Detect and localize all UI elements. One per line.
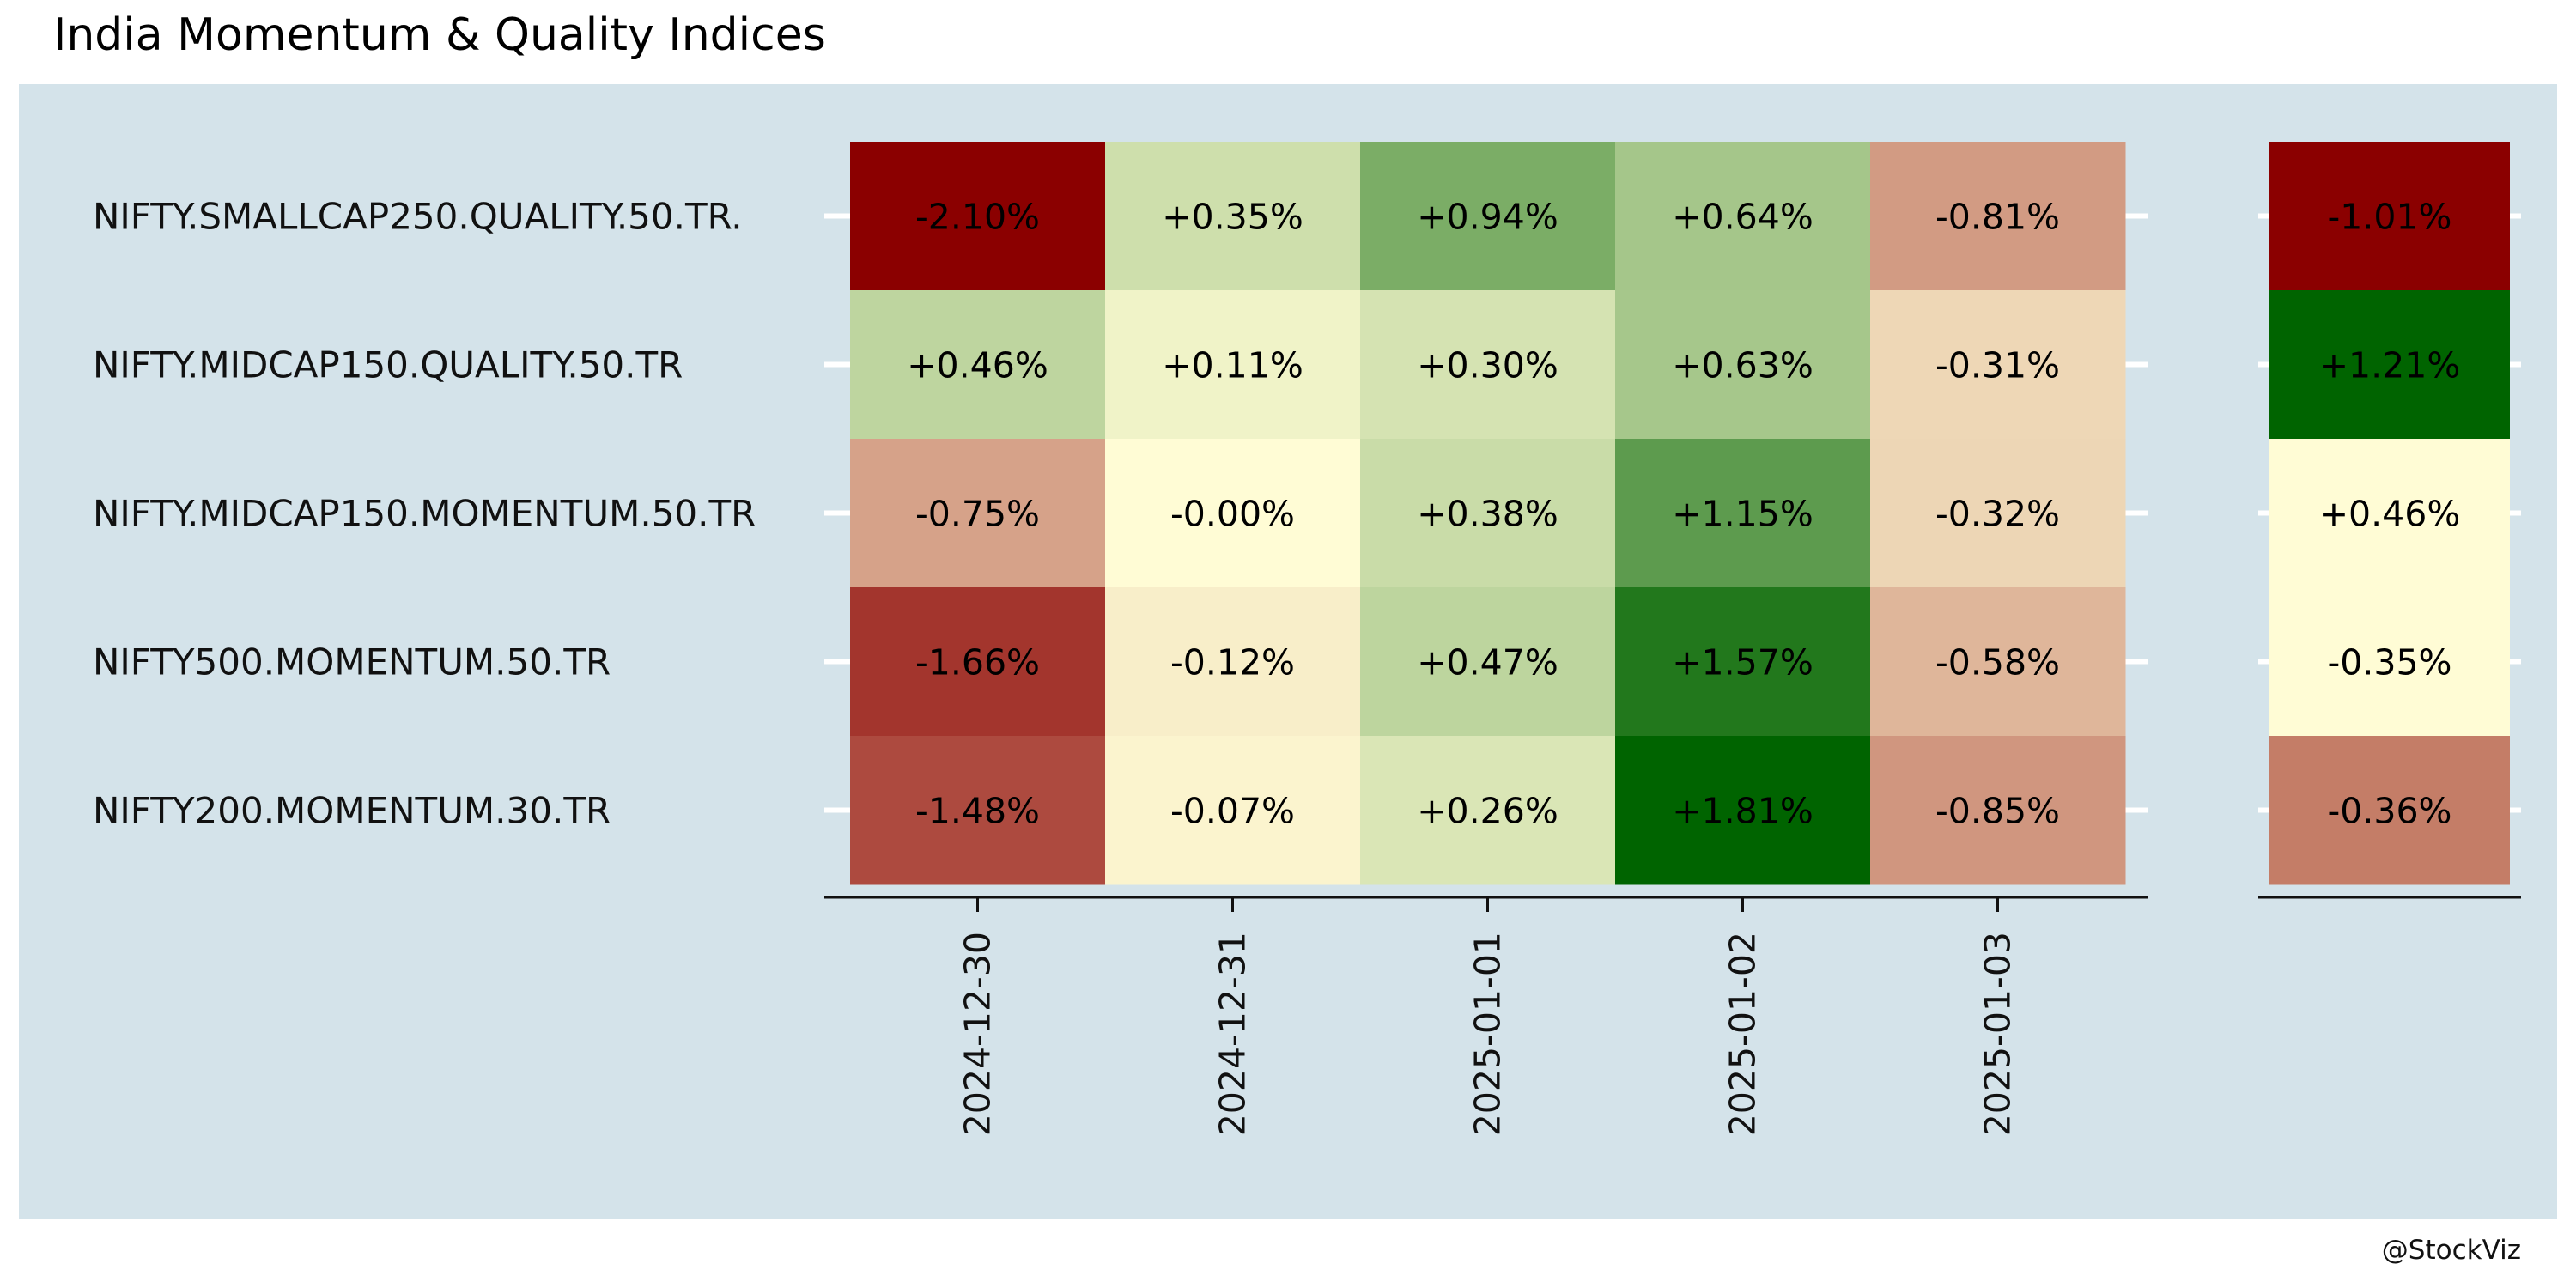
cell-value-label: -0.07% [1170, 791, 1295, 832]
heatmap-cell [1615, 587, 1871, 737]
cell-value-label: -0.00% [1170, 494, 1295, 535]
cell-value-label: -0.85% [1935, 791, 2060, 832]
cell-value-label: +1.15% [1672, 494, 1814, 535]
heatmap-cell [1360, 736, 1616, 885]
cell-value-label: +0.26% [1417, 791, 1558, 832]
caption: @StockViz [2382, 1235, 2521, 1266]
x-tick-label: 2025-01-03 [1978, 932, 2019, 1136]
heatmap-cell [1615, 290, 1871, 440]
cell-value-label: -0.81% [1935, 197, 2060, 238]
x-tick-label: 2024-12-31 [1212, 932, 1254, 1136]
heatmap-cell [1105, 290, 1361, 440]
heatmap-cell [1105, 587, 1361, 737]
heatmap-cell [850, 439, 1106, 588]
cell-value-label: +0.64% [1672, 197, 1814, 238]
cell-value-label: +0.35% [1162, 197, 1303, 238]
summary-value-label: -0.36% [2327, 791, 2451, 832]
cell-value-label: +0.47% [1417, 642, 1558, 683]
heatmap-cell [850, 587, 1106, 737]
summary-cell [2269, 736, 2510, 885]
summary-value-label: -0.35% [2327, 642, 2451, 683]
heatmap-cell [1870, 439, 2126, 588]
row-label: NIFTY.MIDCAP150.MOMENTUM.50.TR [93, 493, 756, 535]
x-tick-label: 2025-01-02 [1722, 932, 1764, 1136]
heatmap-cells: -2.10% +0.35% +0.94% +0.64% -0.81% +0.46% +0.1… [850, 142, 2126, 885]
heatmap-cell [1870, 142, 2126, 291]
heatmap-cell [1105, 142, 1361, 291]
summary-value-label: -1.01% [2327, 197, 2451, 238]
heatmap-cell [1360, 587, 1616, 737]
heatmap-cell [1360, 439, 1616, 588]
heatmap-cell [1870, 587, 2126, 737]
summary-column: -1.01% +1.21% +0.46% -0.35% -0.36% [2269, 142, 2510, 885]
cell-value-label: +0.38% [1417, 494, 1558, 535]
cell-value-label: +1.57% [1672, 642, 1814, 683]
row-label: NIFTY500.MOMENTUM.50.TR [93, 641, 611, 683]
row-labels: NIFTY.SMALLCAP250.QUALITY.50.TR. NIFTY.MI… [93, 196, 756, 832]
cell-value-label: -1.66% [915, 642, 1040, 683]
summary-cell [2269, 439, 2510, 588]
heatmap-cell [1870, 290, 2126, 440]
heatmap-cell [1105, 439, 1361, 588]
x-tick-label: 2025-01-01 [1467, 932, 1509, 1136]
heatmap-cell [1870, 736, 2126, 885]
cell-value-label: -1.48% [915, 791, 1040, 832]
cell-value-label: +0.63% [1672, 345, 1814, 386]
row-label: NIFTY200.MOMENTUM.30.TR [93, 790, 611, 832]
heatmap-cell [1360, 142, 1616, 291]
cell-value-label: -0.32% [1935, 494, 2060, 535]
cell-value-label: +0.94% [1417, 197, 1558, 238]
cell-value-label: -0.58% [1935, 642, 2060, 683]
summary-cell [2269, 587, 2510, 737]
chart-title: India Momentum & Quality Indices [53, 9, 826, 61]
row-label: NIFTY.SMALLCAP250.QUALITY.50.TR. [93, 196, 743, 238]
heatmap-cell [1105, 736, 1361, 885]
heatmap-cell [850, 736, 1106, 885]
x-axis: 2024-12-30 2024-12-31 2025-01-01 2025-01-02… [824, 896, 2521, 1136]
heatmap-cell [1615, 736, 1871, 885]
heatmap-cell [850, 142, 1106, 291]
summary-value-label: +1.21% [2319, 345, 2461, 386]
cell-value-label: -0.75% [915, 494, 1040, 535]
cell-value-label: +0.46% [907, 345, 1048, 386]
cell-value-label: +0.30% [1417, 345, 1558, 386]
cell-value-label: +1.81% [1672, 791, 1814, 832]
heatmap-cell [1615, 439, 1871, 588]
summary-cell [2269, 290, 2510, 440]
x-tick-label: 2024-12-30 [957, 932, 999, 1136]
summary-value-label: +0.46% [2319, 494, 2461, 535]
cell-value-label: -2.10% [915, 197, 1040, 238]
row-label: NIFTY.MIDCAP150.QUALITY.50.TR [93, 344, 683, 386]
summary-cell [2269, 142, 2510, 291]
cell-value-label: +0.11% [1162, 345, 1303, 386]
heatmap-cell [1615, 142, 1871, 291]
heatmap-cell [850, 290, 1106, 440]
cell-value-label: -0.31% [1935, 345, 2060, 386]
heatmap-cell [1360, 290, 1616, 440]
cell-value-label: -0.12% [1170, 642, 1295, 683]
